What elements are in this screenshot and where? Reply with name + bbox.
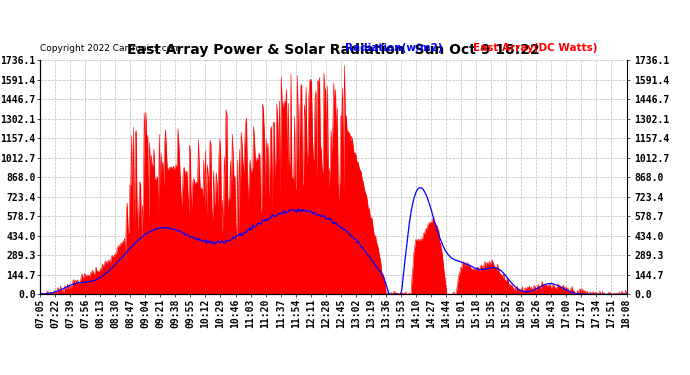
Text: Radiation(w/m2): Radiation(w/m2) <box>345 43 442 52</box>
Title: East Array Power & Solar Radiation  Sun Oct 9 18:22: East Array Power & Solar Radiation Sun O… <box>127 44 540 57</box>
Text: Copyright 2022 Cartronics.com: Copyright 2022 Cartronics.com <box>40 44 181 52</box>
Text: East Array(DC Watts): East Array(DC Watts) <box>473 43 597 52</box>
